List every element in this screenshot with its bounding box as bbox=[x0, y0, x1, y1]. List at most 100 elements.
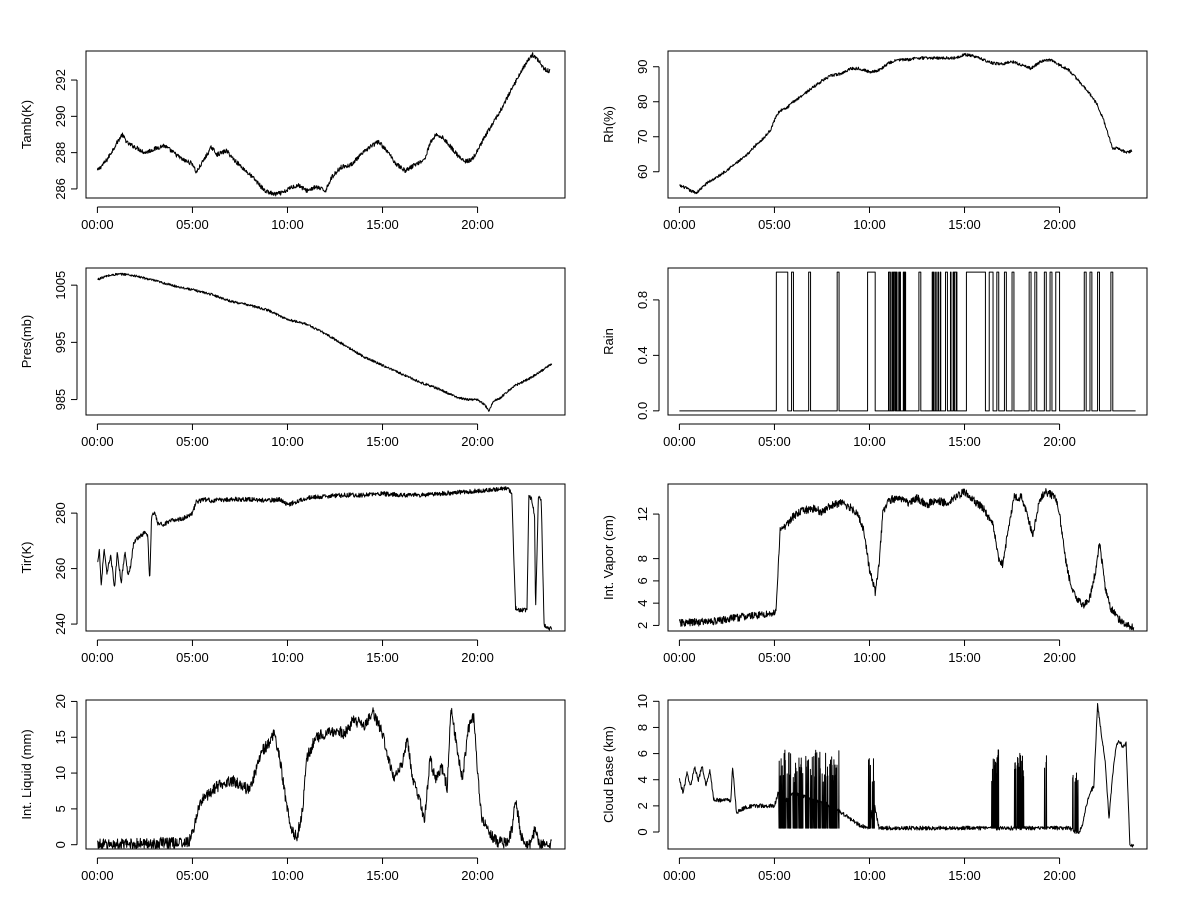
x-tick-label: 10:00 bbox=[853, 217, 886, 232]
y-tick-label: 0 bbox=[635, 828, 650, 835]
x-axis: 00:00 05:00 10:00 15:00 20:00 bbox=[663, 206, 1076, 232]
panel-pres: Pres(mb) 00:00 05:00 10:00 15:00 20:00 985 995… bbox=[19, 267, 566, 449]
y-tick-label: 8 bbox=[635, 555, 650, 562]
y-tick-label: 80 bbox=[635, 95, 650, 109]
x-tick-label: 00:00 bbox=[663, 650, 696, 665]
x-tick-label: 10:00 bbox=[853, 868, 886, 883]
series-line bbox=[678, 702, 1135, 848]
y-tick-label: 292 bbox=[53, 69, 68, 91]
panel-liquid: Int. Liquid (mm) 00:00 05:00 10:00 15:00 20:… bbox=[19, 694, 566, 883]
x-tick-label: 00:00 bbox=[81, 868, 114, 883]
x-tick-label: 00:00 bbox=[81, 434, 114, 449]
x-tick-label: 20:00 bbox=[461, 434, 494, 449]
y-tick-label: 286 bbox=[53, 178, 68, 200]
x-tick-label: 15:00 bbox=[366, 434, 399, 449]
x-tick-label: 05:00 bbox=[758, 434, 791, 449]
series-line bbox=[679, 271, 1136, 412]
y-tick-label: 280 bbox=[53, 502, 68, 524]
x-tick-label: 10:00 bbox=[853, 650, 886, 665]
y-axis-label: Tamb(K) bbox=[19, 100, 34, 149]
x-tick-label: 15:00 bbox=[948, 217, 981, 232]
y-axis: 0.0 0.4 0.8 bbox=[635, 291, 660, 420]
x-tick-label: 15:00 bbox=[948, 650, 981, 665]
series-line bbox=[679, 52, 1133, 195]
y-tick-label: 4 bbox=[635, 776, 650, 783]
series-line bbox=[678, 488, 1135, 631]
x-tick-label: 00:00 bbox=[81, 217, 114, 232]
panel-vapor: Int. Vapor (cm) 00:00 05:00 10:00 15:00 20:0… bbox=[601, 483, 1148, 665]
y-tick-label: 288 bbox=[53, 142, 68, 164]
y-axis: 0 5 10 15 20 bbox=[53, 694, 78, 848]
x-tick-label: 20:00 bbox=[1043, 217, 1076, 232]
y-tick-label: 70 bbox=[635, 130, 650, 144]
y-axis: 2 4 6 8 12 bbox=[635, 507, 660, 629]
x-tick-label: 10:00 bbox=[271, 217, 304, 232]
y-tick-label: 60 bbox=[635, 165, 650, 179]
x-tick-label: 15:00 bbox=[948, 434, 981, 449]
y-tick-label: 6 bbox=[635, 750, 650, 757]
x-tick-label: 20:00 bbox=[1043, 650, 1076, 665]
x-axis: 00:00 05:00 10:00 15:00 20:00 bbox=[663, 639, 1076, 665]
y-tick-label: 995 bbox=[53, 332, 68, 354]
x-tick-label: 10:00 bbox=[853, 434, 886, 449]
x-tick-label: 10:00 bbox=[271, 868, 304, 883]
plot-frame bbox=[85, 50, 566, 199]
y-axis: 0 2 4 6 8 10 bbox=[635, 694, 660, 836]
x-tick-label: 15:00 bbox=[366, 868, 399, 883]
x-tick-label: 20:00 bbox=[461, 650, 494, 665]
x-tick-label: 10:00 bbox=[271, 650, 304, 665]
plot-frame bbox=[667, 50, 1148, 199]
panel-tir: Tir(K) 00:00 05:00 10:00 15:00 20:00 240 260 28… bbox=[19, 483, 566, 665]
x-tick-label: 05:00 bbox=[758, 217, 791, 232]
x-axis: 00:00 05:00 10:00 15:00 20:00 bbox=[81, 423, 494, 449]
y-axis: 985 995 1005 bbox=[53, 271, 78, 411]
plot-frame bbox=[667, 267, 1148, 416]
y-tick-label: 2 bbox=[635, 622, 650, 629]
x-tick-label: 00:00 bbox=[81, 650, 114, 665]
y-tick-label: 1005 bbox=[53, 271, 68, 300]
y-axis: 286 288 290 292 bbox=[53, 69, 78, 200]
y-tick-label: 8 bbox=[635, 724, 650, 731]
x-tick-label: 00:00 bbox=[663, 868, 696, 883]
panel-tamb: Tamb(K) 00:00 05:00 10:00 15:00 20:002862882… bbox=[19, 50, 566, 232]
y-tick-label: 0.0 bbox=[635, 402, 650, 420]
plot-frame bbox=[85, 267, 566, 416]
x-tick-label: 20:00 bbox=[1043, 434, 1076, 449]
y-tick-label: 10 bbox=[635, 694, 650, 708]
y-tick-label: 0.8 bbox=[635, 291, 650, 309]
plot-frame bbox=[667, 483, 1148, 632]
series-line bbox=[97, 272, 553, 412]
x-tick-label: 15:00 bbox=[948, 868, 981, 883]
y-tick-label: 0.4 bbox=[635, 346, 650, 364]
plot-frame bbox=[85, 699, 566, 850]
y-axis-label: Rh(%) bbox=[601, 106, 616, 143]
x-tick-label: 20:00 bbox=[461, 868, 494, 883]
x-tick-label: 05:00 bbox=[176, 868, 209, 883]
x-tick-label: 05:00 bbox=[176, 434, 209, 449]
plot-frame bbox=[85, 483, 566, 632]
series-line bbox=[97, 486, 553, 631]
y-tick-label: 12 bbox=[635, 507, 650, 521]
x-axis: 00:00 05:00 10:00 15:00 20:00 bbox=[81, 206, 494, 232]
x-tick-label: 00:00 bbox=[663, 217, 696, 232]
y-tick-label: 240 bbox=[53, 613, 68, 635]
y-tick-label: 5 bbox=[53, 805, 68, 812]
y-tick-label: 260 bbox=[53, 558, 68, 580]
x-tick-label: 15:00 bbox=[366, 650, 399, 665]
y-axis-label: Int. Vapor (cm) bbox=[601, 515, 616, 600]
y-axis: 60 70 80 90 bbox=[635, 60, 660, 179]
x-tick-label: 20:00 bbox=[1043, 868, 1076, 883]
y-axis-label: Rain bbox=[601, 328, 616, 355]
x-axis: 00:00 05:00 10:00 15:00 20:00 bbox=[663, 423, 1076, 449]
y-tick-label: 90 bbox=[635, 60, 650, 74]
y-axis-label: Int. Liquid (mm) bbox=[19, 729, 34, 819]
x-tick-label: 05:00 bbox=[176, 217, 209, 232]
x-tick-label: 10:00 bbox=[271, 434, 304, 449]
x-tick-label: 05:00 bbox=[176, 650, 209, 665]
x-axis: 00:00 05:00 10:00 15:00 20:00 bbox=[81, 639, 494, 665]
x-tick-label: 20:00 bbox=[461, 217, 494, 232]
x-axis: 00:00 05:00 10:00 15:00 20:00 bbox=[81, 857, 494, 883]
y-tick-label: 985 bbox=[53, 389, 68, 411]
panel-rain: Rain 00:00 05:00 10:00 15:00 20:00 0.0 0.4 0.8 bbox=[601, 267, 1148, 449]
